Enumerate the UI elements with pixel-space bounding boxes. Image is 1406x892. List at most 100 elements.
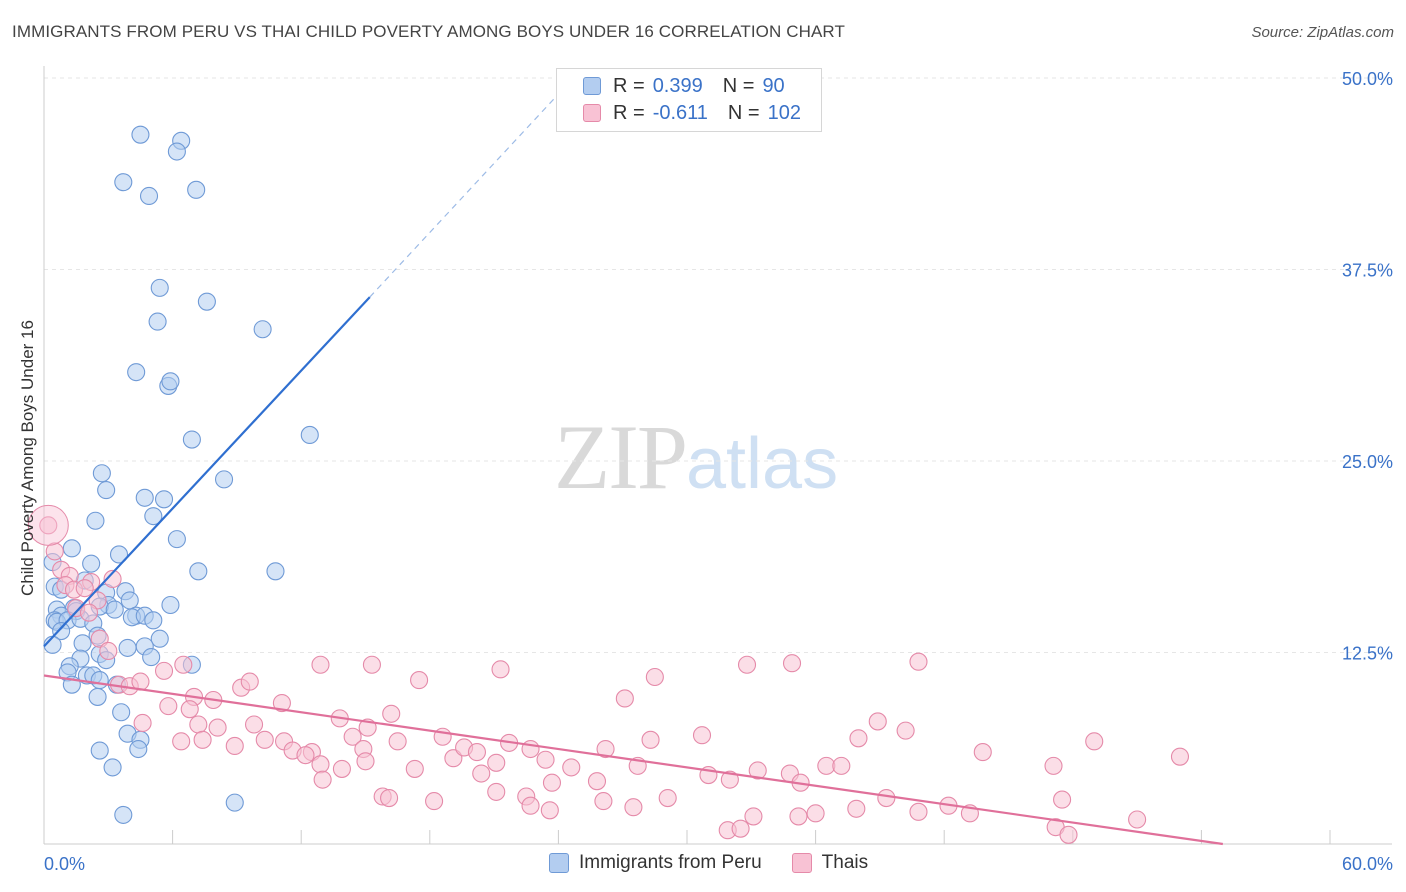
- chart-title: IMMIGRANTS FROM PERU VS THAI CHILD POVER…: [12, 22, 845, 41]
- peru-point: [114, 173, 133, 192]
- y-tick-label: 25.0%: [1342, 452, 1393, 472]
- peru-point: [266, 562, 285, 581]
- peru-point: [103, 758, 122, 777]
- thai-point: [909, 652, 928, 671]
- thai-point: [731, 819, 750, 838]
- thai-point: [79, 603, 99, 622]
- y-axis-label: Child Poverty Among Boys Under 16: [18, 320, 37, 596]
- thai-point: [244, 715, 264, 734]
- y-tick-label: 12.5%: [1342, 644, 1393, 664]
- thai-point: [832, 756, 851, 775]
- series-legend-item-peru[interactable]: Immigrants from Peru: [549, 852, 762, 874]
- thai-point: [103, 569, 122, 589]
- legend-r-value: 0.399: [652, 74, 703, 97]
- peru-point: [189, 562, 208, 581]
- legend-row-peru: R = 0.399 N = 90: [583, 74, 785, 98]
- thai-point: [467, 743, 487, 762]
- thai-point: [311, 755, 330, 774]
- thai-point: [562, 758, 581, 777]
- watermark-zip: ZIP: [554, 406, 688, 508]
- thai-point: [1085, 732, 1104, 751]
- peru-point: [127, 363, 146, 382]
- peru-point: [105, 600, 124, 619]
- thai-point: [641, 730, 660, 749]
- legend-n-value: 90: [762, 74, 785, 97]
- thai-point: [154, 661, 174, 680]
- thai-point: [540, 801, 559, 820]
- peru-point: [187, 180, 206, 199]
- thai-point: [1053, 790, 1072, 809]
- peru-point: [82, 554, 101, 573]
- thai-point: [896, 721, 915, 740]
- legend-n-label: N =: [727, 101, 760, 124]
- thai-point: [615, 689, 634, 708]
- peru-point: [148, 312, 167, 331]
- thai-point: [90, 629, 109, 648]
- peru-point: [118, 638, 137, 657]
- thai-point: [208, 718, 227, 737]
- thai-point: [868, 712, 887, 731]
- x-tick-label: 0.0%: [44, 854, 85, 874]
- series-legend-label: Immigrants from Peru: [579, 852, 762, 873]
- peru-point: [197, 292, 216, 311]
- thai-point: [356, 752, 375, 771]
- thai-point: [909, 802, 928, 821]
- thai-point: [380, 788, 399, 808]
- legend-swatch-peru: [583, 77, 601, 95]
- thai-point: [180, 700, 199, 719]
- thai-point: [789, 807, 808, 826]
- peru-point: [150, 278, 169, 297]
- legend-r-label: R =: [613, 74, 645, 97]
- thai-point: [296, 746, 315, 765]
- legend-swatch-thais: [583, 104, 601, 122]
- x-tick-label: 60.0%: [1342, 854, 1393, 874]
- watermark: ZIPatlas: [554, 404, 838, 510]
- thai-point: [425, 792, 444, 811]
- peru-point: [144, 611, 163, 630]
- legend-row-thais: R = -0.611 N = 102: [583, 101, 801, 125]
- thai-point: [624, 798, 643, 817]
- peru-point: [161, 372, 180, 391]
- peru-point: [62, 539, 81, 558]
- thai-point: [133, 713, 152, 733]
- peru-point: [114, 805, 133, 824]
- thai-point: [491, 660, 510, 679]
- peru-point: [131, 125, 150, 144]
- legend-n-value: 102: [767, 101, 801, 124]
- source-label: Source: ZipAtlas.com: [1251, 24, 1394, 41]
- peru-trend-extension: [369, 86, 566, 298]
- thai-point: [645, 667, 664, 687]
- peru-point: [73, 634, 92, 653]
- peru-point: [182, 430, 201, 449]
- thai-point: [332, 759, 351, 778]
- thai-point: [973, 743, 992, 762]
- series-legend-item-thais[interactable]: Thais: [791, 852, 868, 874]
- peru-point: [167, 142, 186, 161]
- thai-point: [172, 732, 191, 751]
- thai-point: [1170, 747, 1190, 766]
- peru-point: [144, 507, 163, 526]
- thai-point: [313, 770, 332, 789]
- legend-r-value: -0.611: [652, 101, 708, 124]
- thai-point: [817, 756, 836, 775]
- peru-point: [86, 511, 105, 530]
- y-tick-label: 50.0%: [1342, 69, 1393, 89]
- thai-point: [737, 655, 757, 674]
- thai-point: [75, 579, 94, 598]
- thai-point: [99, 641, 118, 661]
- peru-point: [90, 671, 109, 690]
- peru-point: [120, 591, 139, 610]
- thai-point: [189, 715, 208, 734]
- y-tick-label: 37.5%: [1342, 261, 1393, 281]
- thai-point: [311, 655, 330, 674]
- thai-point: [388, 732, 407, 751]
- peru-point: [225, 793, 244, 812]
- thai-point: [272, 694, 291, 713]
- thai-point: [88, 591, 107, 610]
- thai-point: [692, 726, 712, 745]
- thai-point: [587, 772, 607, 791]
- thai-point: [410, 671, 429, 690]
- thai-point: [594, 792, 613, 811]
- peru-point: [135, 488, 154, 507]
